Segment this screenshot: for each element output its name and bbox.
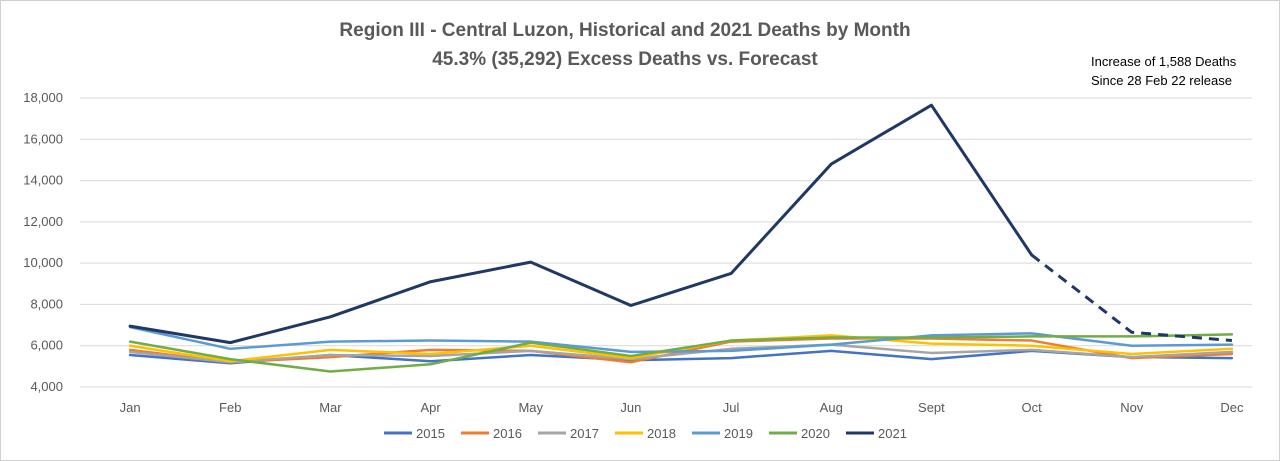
series-lines — [128, 103, 1234, 373]
x-axis-labels: Jan Feb Mar Apr May Jun Jul Aug Sept Oct Nov Dec — [120, 400, 1244, 415]
y-tick-label: 6,000 — [30, 338, 63, 353]
legend-label-2015: 2015 — [416, 426, 445, 441]
gridlines — [80, 97, 1252, 388]
legend-label-2017: 2017 — [570, 426, 599, 441]
legend-label-2018: 2018 — [647, 426, 676, 441]
legend-label-2019: 2019 — [724, 426, 753, 441]
x-tick-label: Aug — [820, 400, 843, 415]
series-line-2020 — [128, 333, 1234, 373]
legend-label-2020: 2020 — [801, 426, 830, 441]
x-tick-label: Sept — [918, 400, 945, 415]
series-line-2017 — [128, 343, 1234, 364]
y-tick-label: 10,000 — [23, 255, 63, 270]
x-tick-label: Apr — [420, 400, 441, 415]
x-tick-label: Jun — [620, 400, 641, 415]
x-tick-label: Dec — [1220, 400, 1244, 415]
annotation-line-2: Since 28 Feb 22 release — [1091, 73, 1232, 88]
x-tick-label: Nov — [1120, 400, 1144, 415]
legend-label-2016: 2016 — [493, 426, 522, 441]
legend: 2015 2016 2017 2018 2019 2020 2021 — [384, 426, 907, 441]
x-tick-label: Feb — [219, 400, 241, 415]
y-axis-labels: 4,000 6,000 8,000 10,000 12,000 14,000 16,000 1… — [23, 90, 63, 394]
y-tick-label: 8,000 — [30, 296, 63, 311]
chart-subtitle: 45.3% (35,292) Excess Deaths vs. Forecas… — [432, 49, 818, 70]
y-tick-label: 4,000 — [30, 379, 63, 394]
y-tick-label: 18,000 — [23, 90, 63, 105]
y-tick-label: 16,000 — [23, 131, 63, 146]
x-tick-label: Oct — [1021, 400, 1042, 415]
legend-label-2021: 2021 — [878, 426, 907, 441]
series-line-2021-forecast — [1030, 253, 1233, 343]
y-tick-label: 14,000 — [23, 173, 63, 188]
x-tick-label: Jan — [120, 400, 141, 415]
chart-title: Region III - Central Luzon, Historical a… — [339, 20, 911, 41]
series-line-2021 — [128, 103, 1034, 345]
x-tick-label: Mar — [319, 400, 342, 415]
annotation-line-1: Increase of 1,588 Deaths — [1091, 54, 1237, 69]
y-tick-label: 12,000 — [23, 214, 63, 229]
x-tick-label: Jul — [723, 400, 740, 415]
x-tick-label: May — [518, 400, 543, 415]
